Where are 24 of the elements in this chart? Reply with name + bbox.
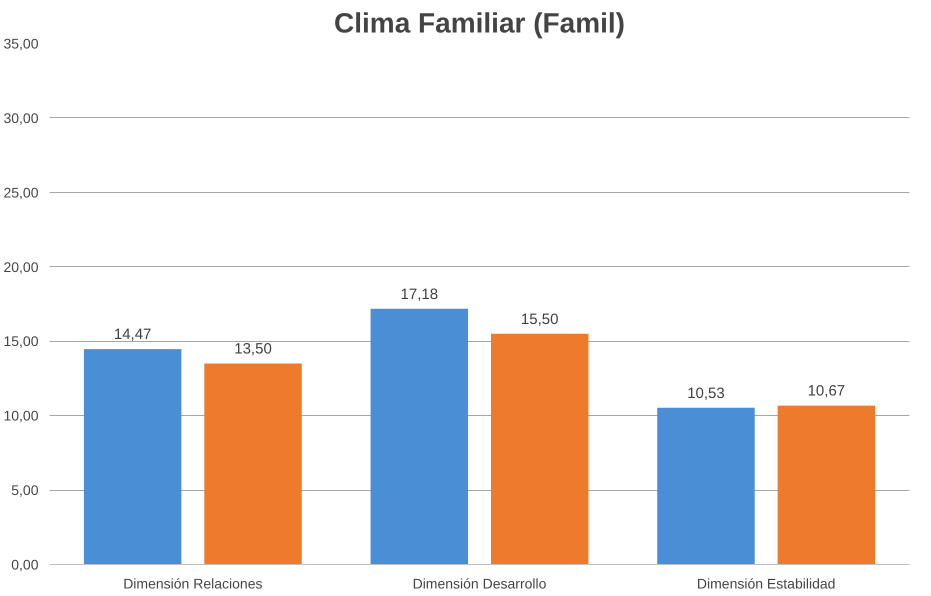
bar — [204, 364, 302, 564]
bar — [778, 406, 876, 564]
y-tick-label: 30,00 — [3, 110, 39, 126]
y-tick-label: 5,00 — [11, 482, 39, 498]
bar — [370, 308, 468, 564]
data-label: 10,67 — [808, 382, 846, 400]
x-tick-label: Dimensión Desarrollo — [412, 576, 547, 592]
bar — [657, 408, 755, 564]
bar — [84, 349, 182, 564]
data-label: 13,50 — [234, 340, 272, 358]
y-tick-label: 0,00 — [11, 556, 39, 572]
x-tick-label: Dimensión Estabilidad — [696, 576, 836, 592]
y-tick-label: 10,00 — [3, 408, 39, 424]
y-tick-label: 20,00 — [3, 258, 39, 275]
y-tick-label: 25,00 — [3, 184, 39, 200]
data-label: 14,47 — [114, 326, 152, 344]
data-label: 17,18 — [400, 286, 438, 303]
y-tick-label: 35,00 — [3, 36, 39, 52]
data-label: 10,53 — [687, 384, 725, 402]
data-label: 15,50 — [520, 310, 558, 328]
y-tick-label: 15,00 — [3, 333, 39, 350]
x-tick-label: Dimensión Relaciones — [123, 576, 262, 592]
chart-title: Clima Familiar (Famil) — [334, 8, 625, 38]
bar — [490, 334, 588, 564]
